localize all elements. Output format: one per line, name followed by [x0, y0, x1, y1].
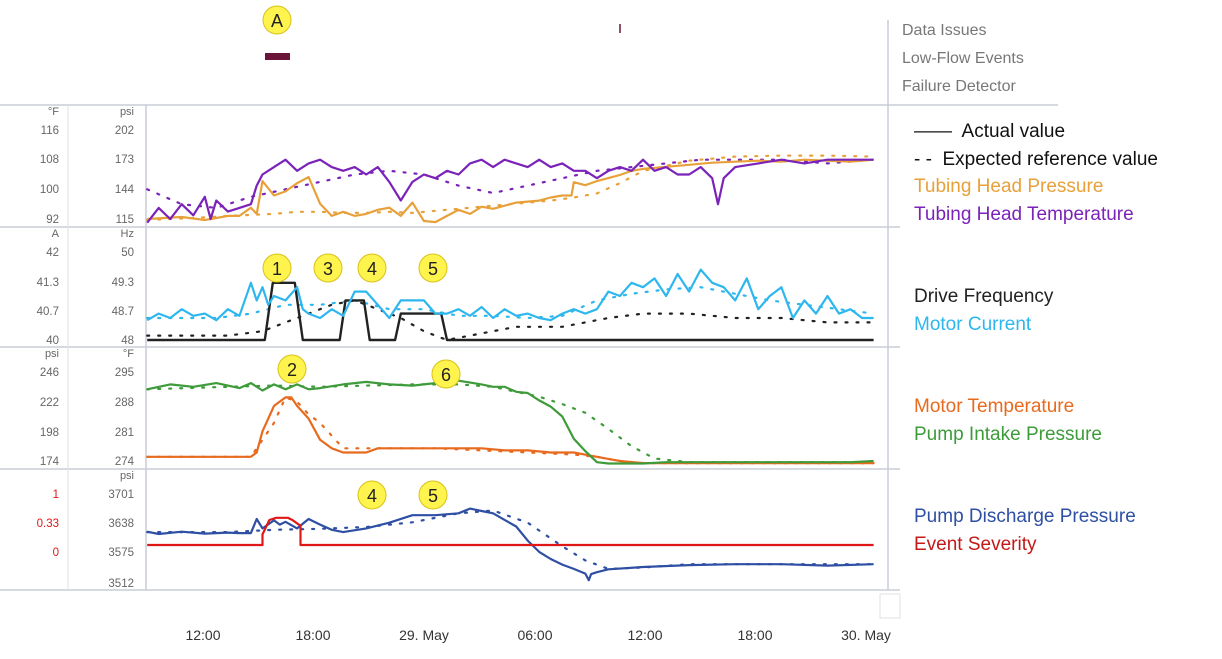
legend-motor-temperature: Motor Temperature [914, 396, 1075, 417]
callout-label: 4 [367, 486, 377, 506]
callout-label: 5 [428, 259, 438, 279]
series-line-pump-intake-pressure [146, 379, 874, 465]
x-tick-label: 18:00 [737, 627, 772, 643]
expected-line-tubing-head-pressure [146, 154, 875, 222]
axis-tick-label: 288 [115, 397, 134, 409]
axis-tick-label: 3638 [108, 518, 134, 530]
axis-tick-label: 48 [121, 335, 134, 347]
callout-circle [418, 253, 448, 283]
axis-tick-label: 41.3 [37, 277, 59, 289]
axis-unit-label: psi [120, 106, 134, 118]
axis-unit-label: psi [120, 470, 134, 482]
x-tick-label: 18:00 [295, 627, 330, 643]
series-line-event-severity [147, 516, 874, 547]
x-tick-label: 30. May [841, 627, 891, 643]
callout-label: 5 [428, 486, 438, 506]
axis-unit-label: °F [123, 348, 134, 360]
legend-pump-discharge-pressure: Pump Discharge Pressure [914, 506, 1136, 527]
axis-tick-label: 198 [40, 427, 59, 439]
axis-unit-label: Hz [121, 228, 134, 240]
axis-tick-label: 50 [121, 247, 134, 259]
callout-label: 3 [323, 259, 333, 279]
legend-actual: —— Actual value [914, 121, 1065, 143]
axis-unit-label: psi [45, 348, 59, 360]
legend-expected: - - Expected reference value [914, 149, 1158, 171]
menu-data-issues[interactable]: Data Issues [902, 22, 987, 39]
axis-tick-label: 3701 [108, 489, 134, 501]
event-marker-label: A [271, 11, 283, 31]
callout-circle [262, 253, 292, 283]
axis-tick-label: 48.7 [112, 306, 134, 318]
legend-drive-frequency: Drive Frequency [914, 286, 1054, 307]
x-tick-label: 12:00 [627, 627, 662, 643]
x-tick-label: 06:00 [517, 627, 552, 643]
axis-tick-label: 274 [115, 456, 135, 468]
axis-tick-label: 246 [40, 367, 59, 379]
legend-tubing-head-temperature: Tubing Head Temperature [914, 204, 1134, 225]
axis-tick-label: 3575 [108, 547, 134, 559]
series-line-tubing-head-pressure [147, 158, 874, 224]
legend-tubing-head-pressure: Tubing Head Pressure [914, 176, 1104, 197]
axis-tick-label: 0.33 [37, 518, 59, 530]
axis-tick-label: 40 [46, 335, 59, 347]
callout-circle [313, 253, 343, 283]
axis-tick-label: 281 [115, 427, 134, 439]
series-line-motor-temperature [147, 396, 874, 465]
legend-motor-current: Motor Current [914, 314, 1032, 335]
axis-tick-label: 0 [53, 547, 59, 559]
axis-tick-label: 1 [53, 489, 59, 501]
callout-circle [277, 354, 307, 384]
x-tick-label: 12:00 [185, 627, 220, 643]
legend-expected-label: Expected reference value [942, 149, 1158, 170]
legend-pump-intake-pressure: Pump Intake Pressure [914, 424, 1102, 445]
expected-line-drive-frequency [146, 299, 875, 342]
axis-unit-label: °F [48, 106, 59, 118]
axis-tick-label: 222 [40, 397, 59, 409]
legend-actual-label: Actual value [961, 121, 1066, 142]
axis-tick-label: 174 [40, 456, 60, 468]
axis-tick-label: 144 [115, 184, 135, 196]
series-line-motor-current [146, 268, 874, 322]
event-marker-bar [265, 53, 290, 60]
menu-low-flow-events[interactable]: Low-Flow Events [902, 50, 1024, 67]
event-marker-circle [262, 5, 292, 35]
legend-event-severity: Event Severity [914, 534, 1037, 555]
series-line-tubing-head-temperature [146, 158, 874, 224]
axis-tick-label: 295 [115, 367, 134, 379]
axis-tick-label: 108 [40, 154, 59, 166]
menu-failure-detector[interactable]: Failure Detector [902, 78, 1016, 95]
axis-tick-label: 3512 [108, 578, 134, 590]
expected-line-motor-current [146, 286, 875, 320]
axis-tick-label: 115 [116, 214, 134, 226]
callout-circle [357, 253, 387, 283]
scroll-stub [879, 593, 901, 619]
x-tick-label: 29. May [399, 627, 449, 643]
axis-unit-label: A [52, 228, 60, 240]
callout-label: 4 [367, 259, 377, 279]
expected-line-pump-discharge-pressure [146, 509, 875, 571]
expected-line-tubing-head-temperature [146, 158, 875, 210]
legend-actual-symbol: —— [914, 121, 952, 142]
axis-tick-label: 42 [46, 247, 59, 259]
callout-circle [418, 480, 448, 510]
series-line-pump-discharge-pressure [146, 507, 874, 582]
callout-label: 1 [272, 259, 282, 279]
callout-circle [357, 480, 387, 510]
callout-label: 6 [441, 365, 451, 385]
legend-expected-symbol: - - [914, 149, 932, 170]
callout-label: 2 [287, 360, 297, 380]
axis-tick-label: 202 [115, 125, 134, 137]
axis-tick-label: 100 [40, 184, 59, 196]
axis-tick-label: 92 [46, 214, 59, 226]
callout-circle [431, 359, 461, 389]
axis-tick-label: 49.3 [112, 277, 134, 289]
axis-tick-label: 40.7 [37, 306, 59, 318]
axis-tick-label: 173 [115, 154, 134, 166]
axis-tick-label: 116 [41, 125, 59, 137]
